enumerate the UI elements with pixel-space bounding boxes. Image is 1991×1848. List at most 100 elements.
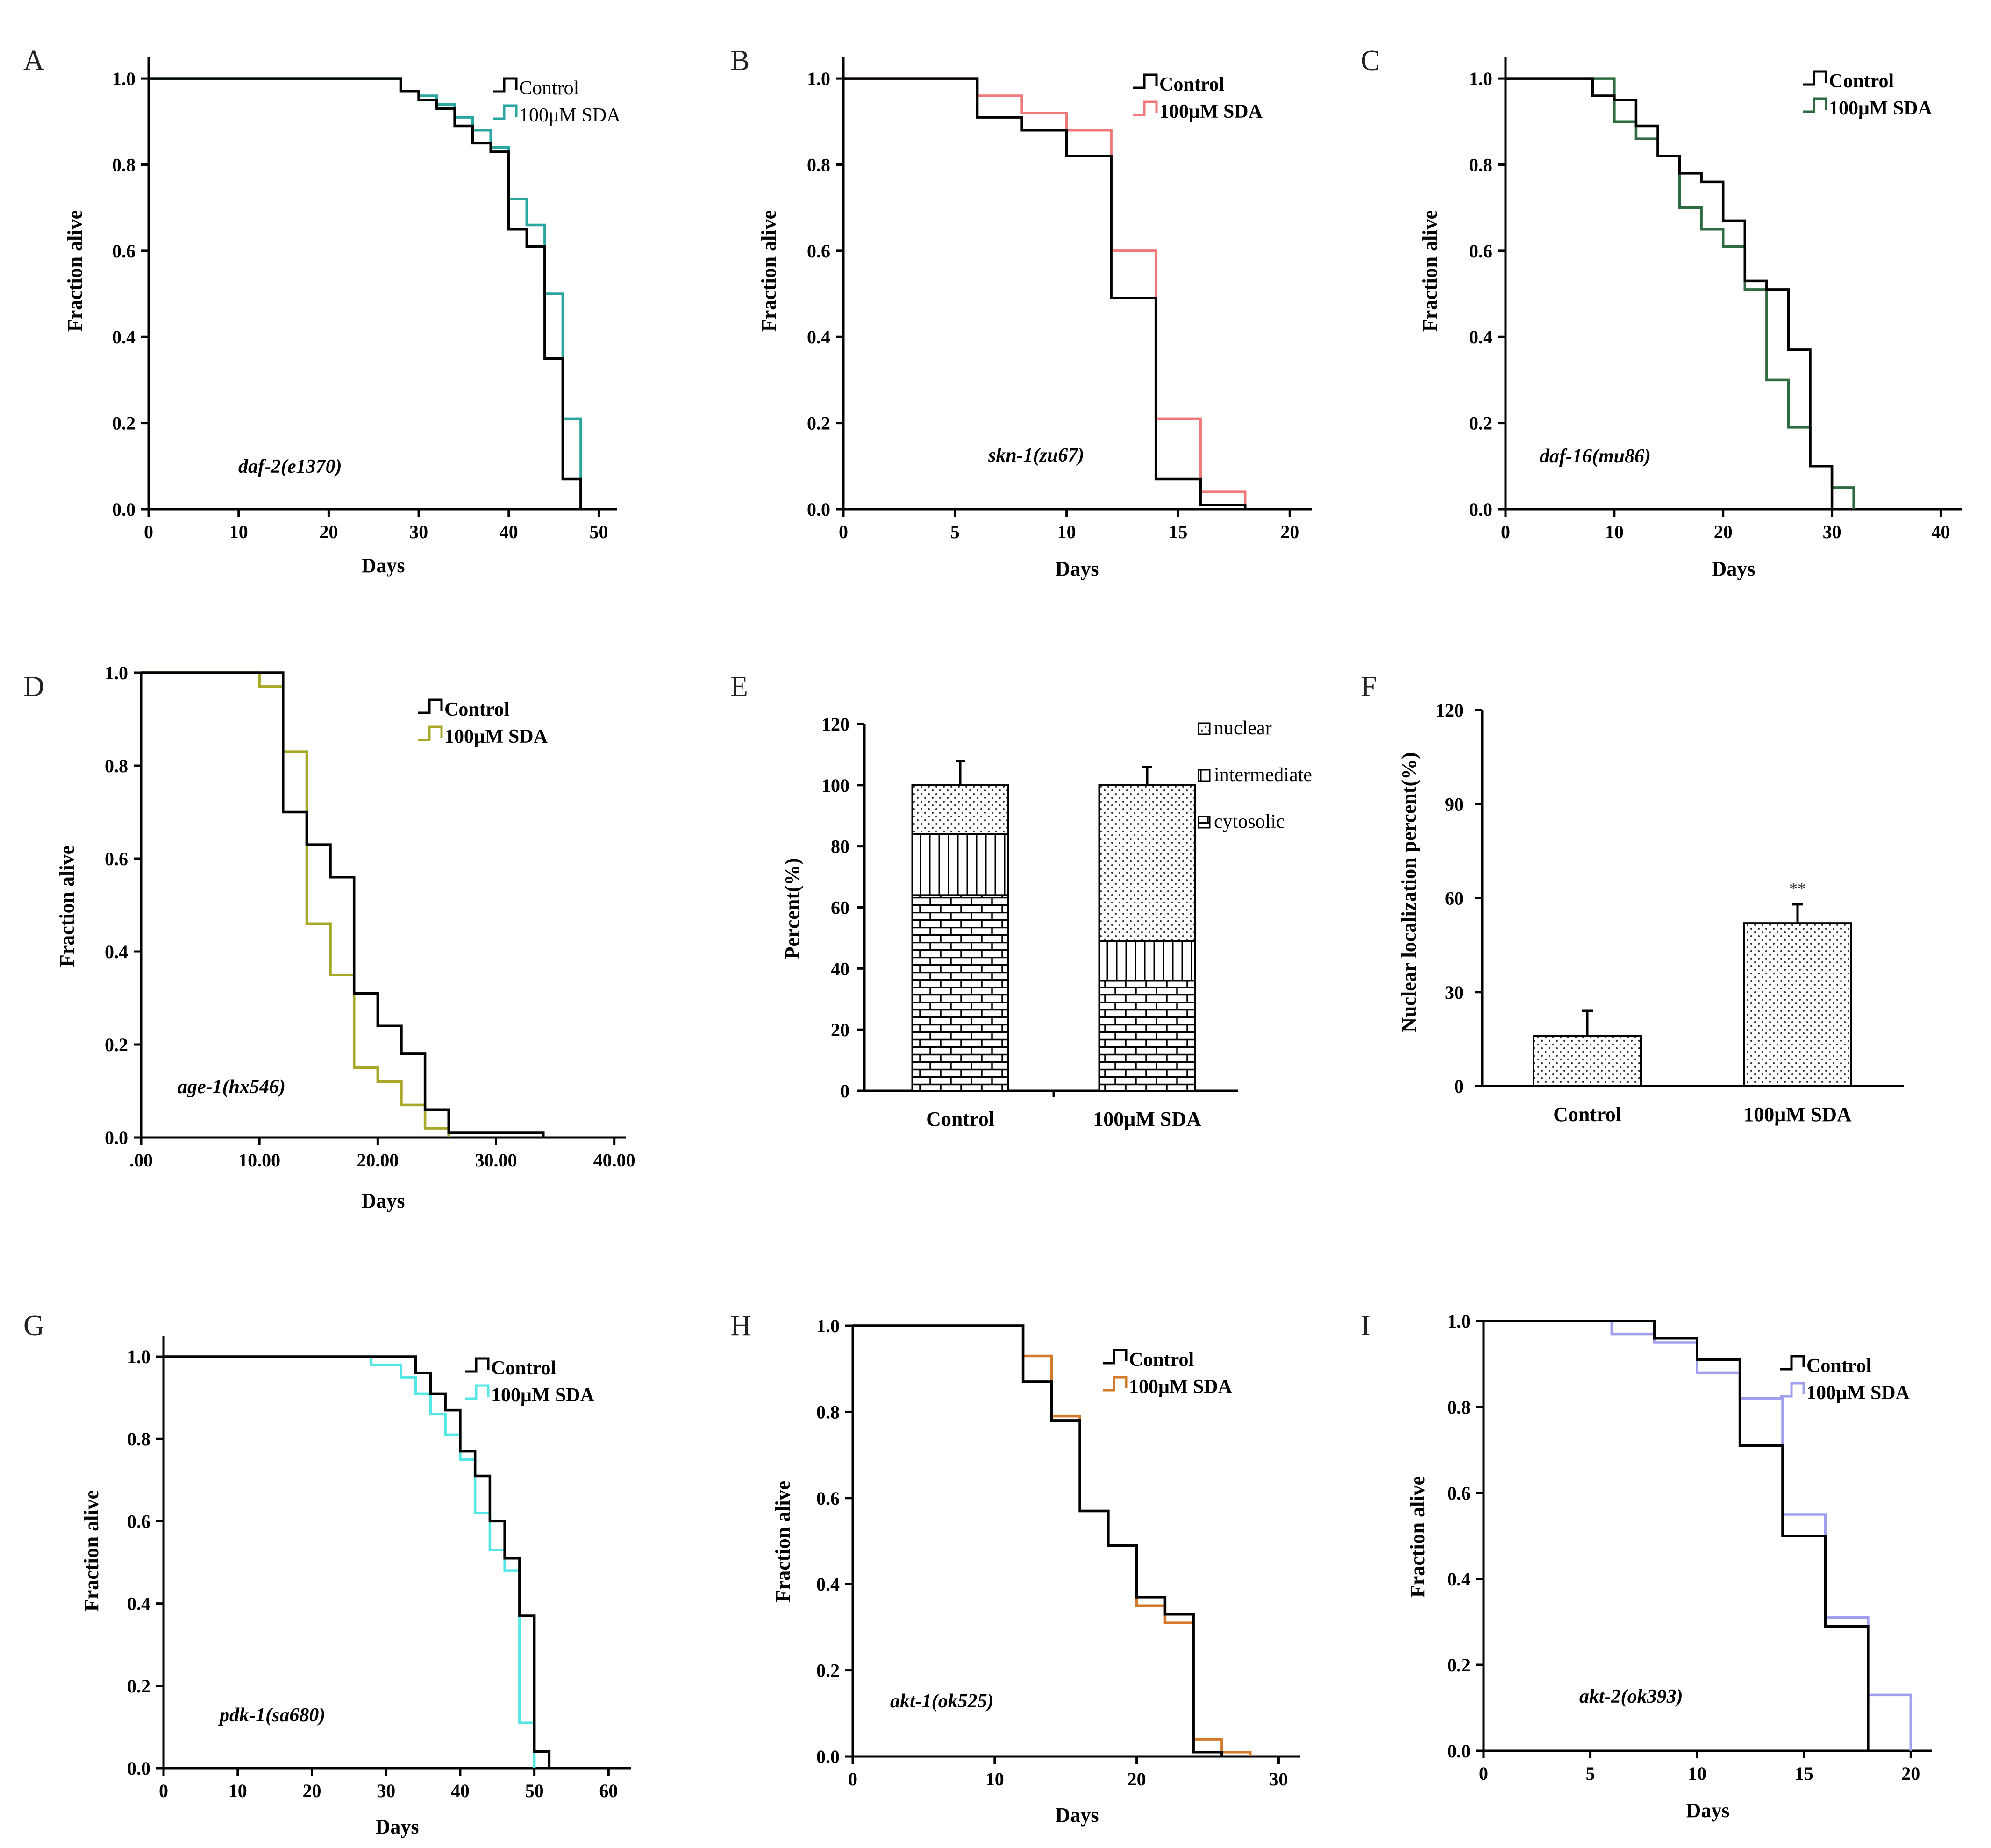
legend-label-sda: 100μM SDA — [491, 1385, 595, 1406]
y-tick-label: 0.0 — [807, 499, 830, 520]
survival-curve-control — [149, 77, 582, 509]
y-tick-label: 60 — [831, 897, 849, 918]
y-axis-label: Fraction alive — [64, 210, 86, 332]
x-axis-label: Days — [362, 1189, 405, 1212]
y-tick-label: 1.0 — [807, 68, 830, 89]
x-tick-label: 10.00 — [238, 1150, 280, 1171]
y-tick-label: 0.8 — [807, 154, 830, 175]
y-tick-label: 120 — [821, 714, 849, 735]
legend-swatch-control — [1780, 1355, 1805, 1371]
y-tick-label: 1.0 — [1469, 68, 1492, 89]
x-tick-label: 20 — [1280, 521, 1299, 542]
survival-curve-control — [1506, 77, 1834, 509]
y-tick-label: 0.0 — [1447, 1741, 1470, 1762]
x-tick-label: 5 — [950, 521, 960, 542]
y-tick-label: 1.0 — [816, 1315, 840, 1336]
panel-label: G — [23, 1310, 44, 1342]
legend-label-nuclear: nuclear — [1214, 718, 1272, 739]
survival-curve-sda — [141, 671, 450, 1137]
legend-label-control: Control — [1159, 74, 1224, 95]
y-tick-label: 0.6 — [112, 241, 136, 262]
panel-label: I — [1361, 1310, 1370, 1342]
legend-swatch-sda — [1103, 1376, 1128, 1392]
panel-label: A — [23, 45, 44, 77]
legend-label-cytosolic: cytosolic — [1214, 811, 1285, 832]
y-tick-label: 40 — [831, 958, 849, 979]
bar-segment-cytosolic — [1098, 980, 1196, 1092]
panel-label: B — [730, 45, 749, 77]
y-tick-label: 0.2 — [105, 1034, 128, 1055]
x-axis-label: Days — [1056, 557, 1099, 580]
y-tick-label: 0.6 — [105, 848, 128, 869]
y-tick-label: 0.2 — [1447, 1655, 1470, 1676]
legend-label-control: Control — [1806, 1355, 1871, 1377]
y-tick-label: 100 — [821, 775, 849, 796]
y-tick-label: 0.8 — [1469, 154, 1492, 175]
y-tick-label: 0.8 — [105, 755, 128, 776]
category-label: Control — [1553, 1103, 1621, 1126]
y-tick-label: 60 — [1445, 888, 1463, 909]
y-tick-label: 80 — [831, 836, 849, 857]
legend-label-control: Control — [444, 699, 509, 720]
y-tick-label: 1.0 — [127, 1346, 150, 1367]
panel-g-survival-chart: G 0.0 0.2 0.4 0.6 0.8 1.0 0 10 20 30 40 50 60 Days Frac… — [23, 1310, 631, 1838]
panel-a-survival-chart: A 0.0 0.2 0.4 0.6 0.8 1.0 0 10 20 30 40 50 Days Fracti… — [23, 45, 621, 577]
genotype-label: age-1(hx546) — [178, 1076, 285, 1098]
x-tick-label: 20 — [302, 1780, 321, 1801]
y-axis-label: Fraction alive — [80, 1490, 103, 1612]
legend-label-sda: 100μM SDA — [1829, 98, 1933, 119]
legend-swatch-sda — [418, 725, 443, 741]
legend-swatch-cytosolic — [1198, 816, 1211, 829]
x-tick-label: 10 — [1605, 521, 1624, 542]
y-tick-label: 0.0 — [1469, 499, 1492, 520]
legend-swatch-control — [1133, 73, 1158, 89]
legend-label-sda: 100μM SDA — [444, 726, 548, 747]
y-tick-label: 0.6 — [816, 1488, 840, 1509]
bar — [1743, 922, 1852, 1087]
legend-label-control: Control — [491, 1358, 556, 1379]
y-axis-label: Fraction alive — [56, 846, 78, 967]
panel-h-survival-chart: H 0.0 0.2 0.4 0.6 0.8 1.0 0 10 20 30 Days Fraction a… — [730, 1310, 1300, 1827]
x-tick-label: 0 — [1479, 1763, 1488, 1784]
x-tick-label: 20.00 — [357, 1150, 399, 1171]
panel-e-stacked-bar-chart: E 0 20 40 60 80 100 120 Percent(%) Control 100μM S… — [730, 671, 1312, 1130]
bar-segment-intermediate — [911, 833, 1009, 896]
x-tick-label: 10 — [1057, 521, 1076, 542]
y-axis-label: Fraction alive — [1419, 210, 1442, 332]
x-tick-label: 15 — [1169, 521, 1187, 542]
genotype-label: daf-2(e1370) — [238, 456, 342, 477]
y-tick-label: 0 — [840, 1080, 849, 1102]
y-tick-label: 1.0 — [112, 68, 136, 89]
panel-label: D — [23, 671, 44, 703]
genotype-label: akt-2(ok393) — [1579, 1686, 1683, 1707]
x-tick-label: 10 — [985, 1769, 1004, 1790]
x-axis-label: Days — [1712, 557, 1756, 580]
y-tick-label: 0.6 — [1447, 1483, 1470, 1504]
panel-label: E — [730, 671, 748, 703]
x-tick-label: 20 — [319, 521, 338, 542]
y-axis-label: Percent(%) — [781, 858, 804, 960]
survival-curve-control — [141, 671, 545, 1137]
panel-f-bar-chart: F 0 30 60 90 120 Nuclear localization percent(… — [1361, 671, 1904, 1126]
legend-swatch-control — [1103, 1349, 1128, 1365]
x-axis-label: Days — [1056, 1804, 1099, 1827]
category-label: Control — [926, 1108, 994, 1130]
y-tick-label: 0.0 — [112, 499, 136, 520]
y-tick-label: 0.4 — [105, 941, 128, 962]
genotype-label: skn-1(zu67) — [988, 445, 1084, 466]
y-tick-label: 0.2 — [816, 1660, 840, 1681]
x-tick-label: 20 — [1901, 1763, 1920, 1784]
y-tick-label: 0.4 — [127, 1593, 150, 1614]
y-tick-label: 90 — [1445, 794, 1463, 815]
bar — [1533, 1035, 1642, 1087]
y-axis-label: Fraction alive — [757, 210, 780, 332]
x-tick-label: 60 — [599, 1780, 618, 1801]
y-axis-label: Fraction alive — [1406, 1476, 1429, 1598]
survival-curve-control — [853, 1324, 1223, 1756]
legend-swatch-sda — [1133, 100, 1158, 116]
panel-label: F — [1361, 671, 1377, 703]
x-axis-label: Days — [376, 1815, 419, 1838]
x-tick-label: 40.00 — [593, 1150, 635, 1171]
x-tick-label: 30 — [377, 1780, 395, 1801]
